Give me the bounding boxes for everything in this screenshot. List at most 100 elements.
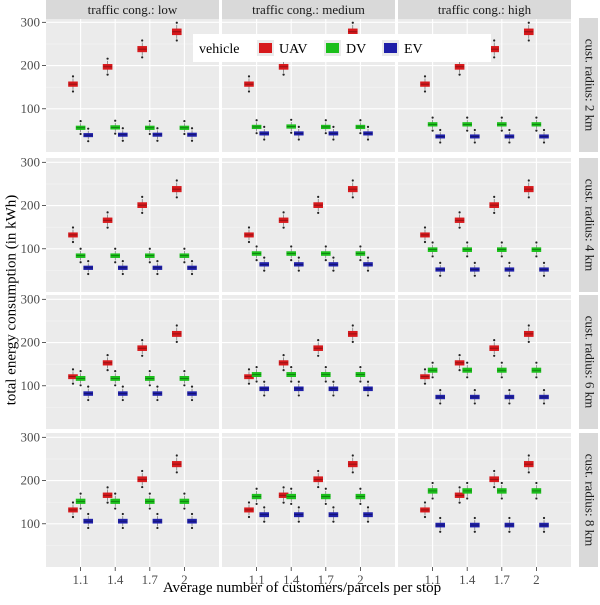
box-uav: [244, 507, 254, 513]
box-dv: [320, 251, 331, 256]
outlier-point: [79, 492, 82, 495]
outlier-point: [87, 398, 90, 402]
col-strip: [398, 0, 571, 19]
box-dv: [145, 125, 155, 130]
box-dv: [355, 493, 366, 500]
outlier-point: [542, 402, 546, 405]
outlier-point: [324, 245, 327, 248]
y-tick-label: 100: [21, 101, 41, 116]
outlier-point: [79, 507, 82, 510]
outlier-point: [255, 132, 258, 135]
outlier-point: [255, 245, 258, 248]
outlier-point: [431, 481, 434, 485]
box-dv: [496, 367, 507, 373]
outlier-point: [493, 195, 496, 198]
outlier-point: [290, 366, 293, 369]
outlier-point: [542, 389, 546, 392]
outlier-point: [508, 128, 511, 132]
outlier-point: [114, 261, 117, 264]
box-uav: [420, 507, 430, 513]
outlier-point: [324, 259, 327, 262]
outlier-point: [366, 394, 370, 397]
outlier-point: [535, 116, 538, 119]
outlier-point: [190, 260, 194, 263]
outlier-point: [317, 195, 320, 198]
box-dv: [75, 376, 86, 381]
box-dv: [531, 367, 542, 373]
outlier-point: [527, 39, 530, 42]
outlier-point: [255, 487, 258, 490]
outlier-point: [508, 402, 511, 405]
outlier-point: [473, 516, 476, 520]
outlier-point: [183, 507, 186, 510]
box-uav: [454, 360, 465, 366]
box-ev: [118, 518, 128, 524]
outlier-point: [466, 255, 469, 258]
box-ev: [328, 131, 339, 136]
outlier-point: [141, 211, 144, 215]
row-strip: [579, 158, 598, 292]
outlier-point: [359, 366, 362, 369]
box-ev: [118, 391, 128, 396]
outlier-point: [332, 506, 335, 509]
box-uav: [171, 186, 182, 193]
outlier-point: [542, 128, 546, 132]
outlier-point: [114, 492, 117, 495]
outlier-point: [106, 501, 109, 504]
outlier-point: [175, 324, 178, 327]
x-tick-label: 1.4: [107, 572, 124, 587]
box-dv: [462, 247, 473, 252]
outlier-point: [500, 116, 503, 119]
outlier-point: [183, 261, 186, 264]
outlier-point: [423, 226, 427, 229]
y-axis-title: total energy consumption (in kWh): [3, 195, 19, 406]
box-dv: [286, 124, 297, 129]
outlier-point: [500, 129, 503, 132]
outlier-point: [79, 132, 82, 136]
box-ev: [259, 386, 270, 392]
outlier-point: [79, 247, 82, 250]
row-strip: [579, 433, 598, 567]
panel-layer: [46, 18, 571, 567]
y-tick-label: 200: [21, 58, 41, 73]
outlier-point: [466, 116, 469, 119]
outlier-point: [431, 361, 434, 364]
outlier-point: [458, 486, 461, 489]
facet-panel: [46, 433, 219, 567]
outlier-point: [297, 125, 300, 128]
box-dv: [355, 251, 366, 256]
outlier-point: [247, 240, 251, 244]
box-dv: [320, 124, 331, 130]
box-dv: [531, 122, 542, 127]
outlier-point: [473, 128, 476, 132]
box-ev: [259, 131, 270, 136]
outlier-point: [431, 241, 434, 244]
row-strip: [579, 295, 598, 429]
box-uav: [137, 345, 147, 351]
outlier-point: [190, 398, 194, 402]
box-dv: [179, 125, 190, 130]
box-uav: [523, 330, 534, 337]
outlier-point: [527, 179, 530, 182]
box-ev: [294, 512, 304, 518]
outlier-point: [175, 39, 178, 42]
box-uav: [68, 232, 78, 238]
box-dv: [427, 247, 438, 252]
outlier-point: [458, 211, 461, 214]
box-uav: [137, 46, 147, 53]
outlier-point: [121, 272, 124, 276]
outlier-point: [290, 118, 293, 121]
outlier-point: [148, 370, 151, 373]
outlier-point: [351, 340, 354, 343]
outlier-point: [183, 492, 186, 495]
box-ev: [470, 134, 480, 139]
box-dv: [110, 125, 120, 130]
outlier-point: [359, 502, 362, 506]
facet-panel: [398, 158, 571, 292]
box-dv: [496, 247, 507, 252]
outlier-point: [527, 324, 530, 327]
box-ev: [363, 386, 373, 392]
outlier-point: [148, 132, 151, 136]
box-uav: [244, 81, 254, 87]
x-tick-label: 1.7: [318, 572, 335, 587]
